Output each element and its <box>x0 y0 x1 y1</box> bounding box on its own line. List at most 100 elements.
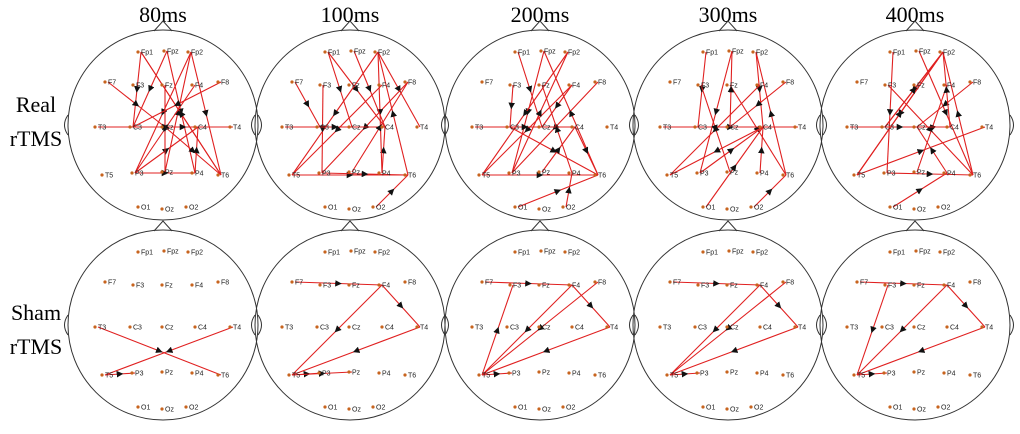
ear <box>822 114 827 136</box>
electrode-label: P3 <box>700 371 709 378</box>
electrode-label: Fp2 <box>568 250 580 257</box>
electrode <box>912 83 916 87</box>
electrode <box>725 325 729 329</box>
electrode-label: F3 <box>888 283 896 290</box>
electrode-label: T5 <box>482 173 490 180</box>
electrode-label: Fz <box>165 83 173 90</box>
electrode-label: Fp2 <box>191 250 203 257</box>
electrode-label: O2 <box>189 205 198 212</box>
connection <box>886 170 974 178</box>
electrode <box>749 205 753 209</box>
ear <box>629 114 634 136</box>
electrode-label: Pz <box>917 170 926 177</box>
connection <box>291 84 383 176</box>
ear <box>257 314 262 336</box>
connection <box>140 51 222 176</box>
electrode-label: Oz <box>352 407 361 414</box>
connection <box>541 84 573 128</box>
electrode-label: Oz <box>917 407 926 414</box>
connection <box>755 51 787 176</box>
electrode-label: Cz <box>352 325 361 332</box>
electrode-label: T4 <box>610 325 618 332</box>
electrode-label: F8 <box>973 80 981 87</box>
electrode <box>403 173 407 177</box>
electrode <box>347 207 351 211</box>
electrode-label: C4 <box>950 325 959 332</box>
connection <box>379 126 387 174</box>
electrode <box>968 173 972 177</box>
electrode <box>347 370 351 374</box>
electrode <box>130 371 134 375</box>
connection <box>164 126 222 176</box>
electrode-label: Fz <box>917 283 925 290</box>
electrode-label: F8 <box>221 280 229 287</box>
electrode <box>184 405 188 409</box>
electrode <box>377 83 381 87</box>
electrode-label: F4 <box>382 83 390 90</box>
electrode <box>537 170 541 174</box>
electrode-label: T4 <box>233 325 241 332</box>
electrode <box>136 50 140 54</box>
nose <box>718 20 738 32</box>
electrode <box>912 325 916 329</box>
connection <box>327 51 353 128</box>
electrode <box>377 171 381 175</box>
electrode <box>131 283 135 287</box>
nose <box>153 20 173 32</box>
ear <box>64 314 69 336</box>
electrode-label: O1 <box>141 405 150 412</box>
electrode <box>290 80 294 84</box>
electrode <box>537 407 541 411</box>
electrode-label: T4 <box>985 325 993 332</box>
electrode <box>781 373 785 377</box>
electrode <box>216 173 220 177</box>
connection <box>672 280 761 287</box>
electrode <box>184 205 188 209</box>
electrode <box>537 325 541 329</box>
electrode <box>695 171 699 175</box>
electrode <box>477 173 481 177</box>
electrode-label: F3 <box>513 83 521 90</box>
electrode <box>593 373 597 377</box>
electrode-label: Fz <box>165 283 173 290</box>
electrode <box>93 125 97 129</box>
nose <box>718 220 738 232</box>
electrode <box>371 205 375 209</box>
electrode-label: F4 <box>947 283 955 290</box>
connection <box>376 51 384 174</box>
electrode-label: Fp2 <box>756 250 768 257</box>
connection <box>859 280 948 287</box>
electrode <box>186 50 190 54</box>
electrode-label: Fp2 <box>378 50 390 57</box>
electrode <box>349 49 353 53</box>
electrode-label: T6 <box>221 373 229 380</box>
electrode-label: P4 <box>760 371 769 378</box>
electrode-label: F8 <box>408 80 416 87</box>
electrode-label: F8 <box>786 80 794 87</box>
electrode <box>377 283 381 287</box>
ear <box>816 114 821 136</box>
electrode-label: F8 <box>598 80 606 87</box>
ear <box>634 314 639 336</box>
electrode-label: Fpz <box>354 49 366 56</box>
electrode <box>968 373 972 377</box>
connection <box>132 81 222 128</box>
electrode <box>755 283 759 287</box>
electrode <box>160 325 164 329</box>
electrode <box>103 280 107 284</box>
electrode-label: T6 <box>973 173 981 180</box>
electrode-label: C4 <box>385 125 394 132</box>
electrode <box>318 283 322 287</box>
electrode <box>160 125 164 129</box>
electrode-label: Fz <box>730 283 738 290</box>
electrode <box>128 125 132 129</box>
electrode-label: O1 <box>518 405 527 412</box>
connection <box>565 172 573 208</box>
electrode-label: Fpz <box>544 49 556 56</box>
nose <box>340 20 360 32</box>
electrode <box>537 83 541 87</box>
electrode <box>942 171 946 175</box>
electrode <box>380 125 384 129</box>
electrode-label: T5 <box>105 373 113 380</box>
electrode-label: P3 <box>322 171 331 178</box>
